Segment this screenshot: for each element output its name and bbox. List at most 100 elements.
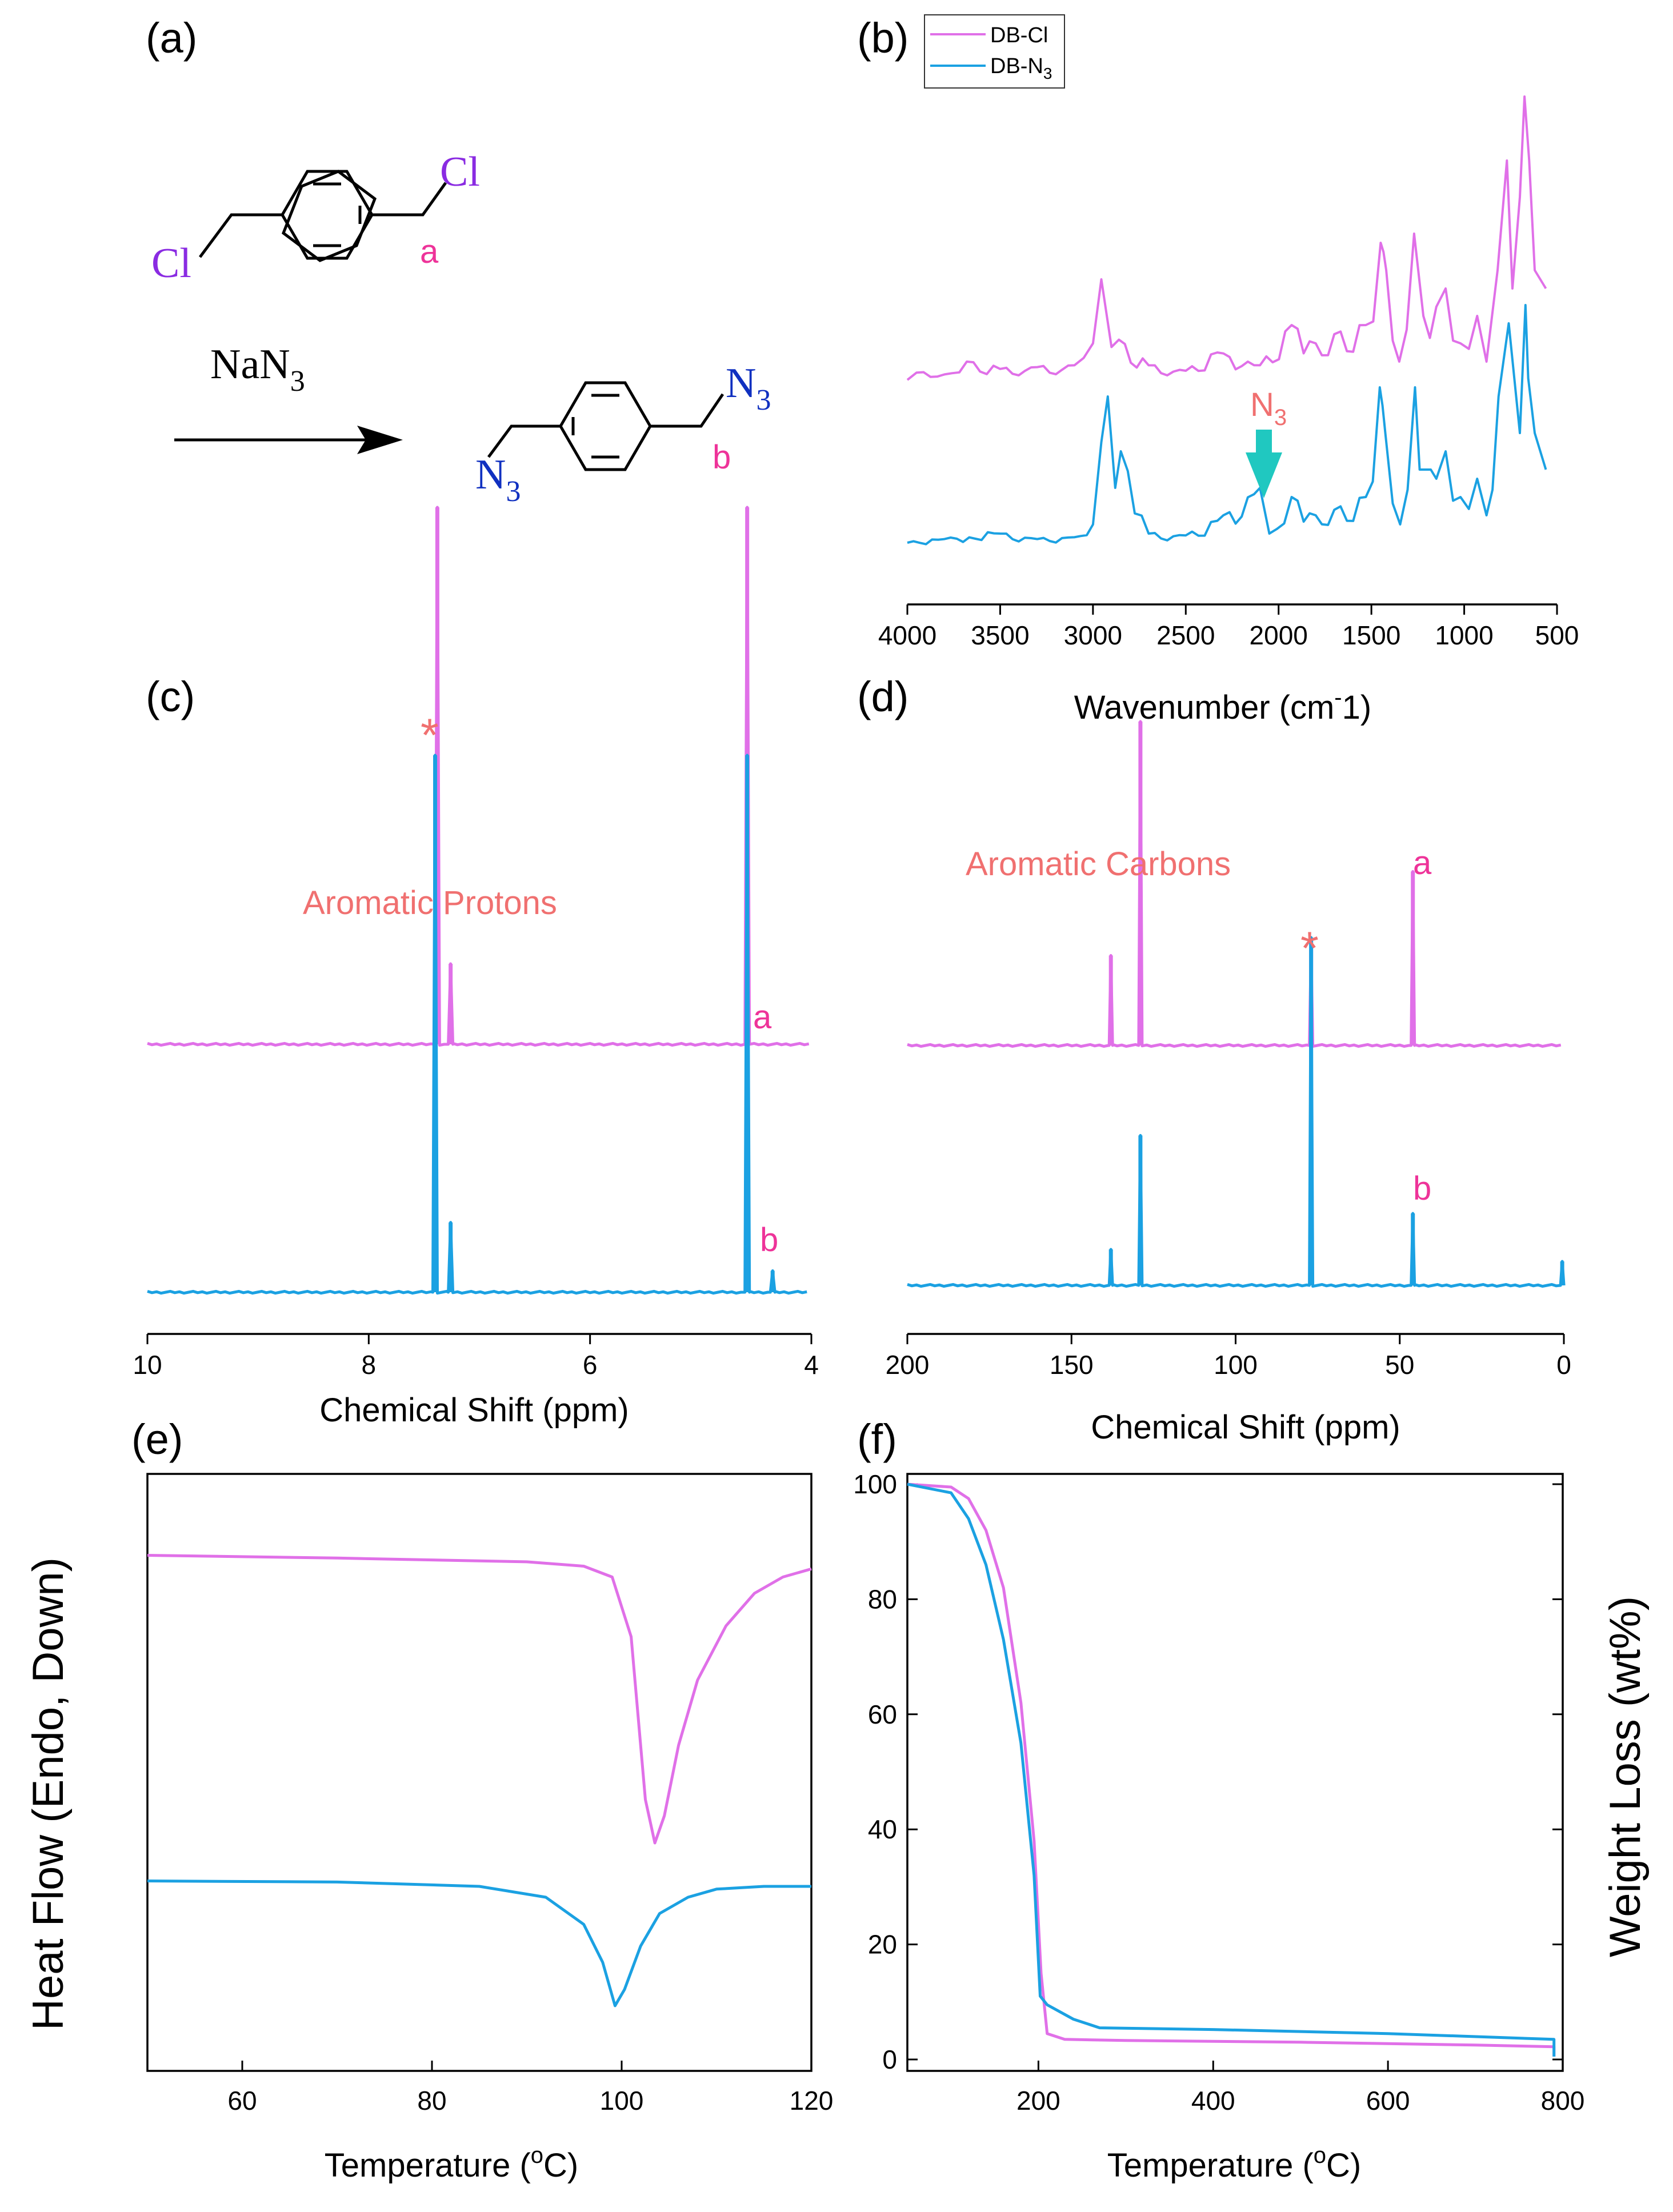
nmr-series-db-cl bbox=[907, 720, 1562, 1048]
x-tick-label: 3000 bbox=[1064, 620, 1122, 650]
tga-series-db-n3 bbox=[907, 1482, 1556, 2057]
panel-d-label: (d) bbox=[857, 673, 908, 720]
dsc-series-db-n3 bbox=[147, 1880, 811, 2007]
ftir-series-db-n3 bbox=[907, 304, 1547, 546]
legend-label-db-cl: DB-Cl bbox=[990, 23, 1048, 47]
panel-e-x-label: Temperature (oC) bbox=[325, 2143, 578, 2184]
legend-label-db-n3: DB-N3 bbox=[990, 54, 1052, 82]
x-tick-label: 60 bbox=[227, 2086, 257, 2115]
tga-series-db-cl bbox=[907, 1482, 1556, 2057]
panel-e-x-ticks: 60 80 100 120 bbox=[227, 2061, 833, 2115]
product-left-chain bbox=[487, 424, 561, 458]
nmr-series-db-cl bbox=[147, 506, 810, 1047]
panel-e-dsc: (e) 60 80 100 120 Temperature (oC) Heat Flo… bbox=[24, 1416, 833, 2184]
x-tick-label: 10 bbox=[133, 1350, 162, 1380]
panel-b-x-label: Wavenumber (cm-1) bbox=[1074, 685, 1371, 726]
panel-c-x-ticks: 10 8 6 4 bbox=[133, 1334, 819, 1380]
panel-a-reaction-scheme: (a) Cl Cl a NaN3 N3 N3 b bbox=[146, 14, 771, 508]
reagent-label: NaN3 bbox=[210, 341, 305, 398]
product-n3-top: N3 bbox=[726, 360, 771, 416]
x-tick-label: 50 bbox=[1385, 1350, 1414, 1380]
x-tick-label: 3500 bbox=[971, 620, 1029, 650]
panel-f-label: (f) bbox=[857, 1416, 897, 1463]
panel-d-c-nmr: (d) 200 150 100 50 0 Aromatic Carbons * a b … bbox=[857, 673, 1571, 1446]
ftir-series-db-cl bbox=[906, 95, 1547, 381]
nmr-series-db-n3 bbox=[907, 936, 1566, 1288]
y-tick-label: 60 bbox=[868, 1700, 897, 1729]
x-tick-label: 600 bbox=[1366, 2086, 1410, 2115]
panel-f-curves bbox=[907, 1482, 1556, 2057]
reactant-label-a: a bbox=[420, 233, 439, 270]
x-tick-label: 1000 bbox=[1435, 620, 1493, 650]
reactant-cl-bottom: Cl bbox=[151, 240, 191, 287]
panel-d-curves bbox=[907, 720, 1566, 1288]
reactant-benzene-ring bbox=[281, 170, 377, 262]
legend-box bbox=[924, 14, 1065, 89]
panel-b-n3-annotation: N3 bbox=[1250, 386, 1287, 430]
x-tick-label: 1500 bbox=[1342, 620, 1400, 650]
panel-c-h-nmr: (c) 10 8 6 4 Aromatic Protons * a b Chemica… bbox=[133, 506, 819, 1429]
panel-c-x-label: Chemical Shift (ppm) bbox=[319, 1392, 629, 1429]
panel-d-peak-a: a bbox=[1413, 844, 1432, 881]
reactant-cl-top: Cl bbox=[440, 149, 480, 195]
panel-f-x-label: Temperature (oC) bbox=[1107, 2143, 1361, 2184]
panel-e-y-label: Heat Flow (Endo, Down) bbox=[24, 1557, 73, 2030]
x-tick-label: 2500 bbox=[1156, 620, 1215, 650]
x-tick-label: 200 bbox=[886, 1350, 930, 1380]
panel-f-ticks: 200 400 600 800 0 20 40 60 80 100 bbox=[853, 1469, 1584, 2115]
panel-f-frame bbox=[906, 1473, 1564, 2072]
x-tick-label: 8 bbox=[362, 1350, 377, 1380]
panel-b-legend: DB-Cl DB-N3 bbox=[924, 14, 1065, 89]
product-n3-bottom: N3 bbox=[475, 451, 521, 508]
panel-a-label: (a) bbox=[146, 14, 197, 62]
panel-b-x-ticks: 4000 3500 3000 2500 2000 1500 1000 500 bbox=[878, 604, 1579, 650]
panel-c-label: (c) bbox=[146, 673, 195, 720]
reaction-arrow-head bbox=[357, 426, 403, 454]
panel-e-curves bbox=[147, 1554, 812, 2007]
panel-c-peak-b: b bbox=[760, 1221, 778, 1259]
panel-d-x-label: Chemical Shift (ppm) bbox=[1091, 1409, 1400, 1446]
panel-b-ftir: (b) 4000 3500 3000 2500 2000 1500 1000 500 DB-C… bbox=[857, 14, 1579, 726]
y-tick-label: 40 bbox=[868, 1814, 897, 1844]
product-label-b: b bbox=[713, 439, 731, 476]
x-tick-label: 500 bbox=[1535, 620, 1579, 650]
x-tick-label: 100 bbox=[600, 2086, 644, 2115]
panel-d-solvent-star: * bbox=[1300, 923, 1319, 975]
x-tick-label: 120 bbox=[790, 2086, 834, 2115]
panel-c-aromatic-protons: Aromatic Protons bbox=[303, 884, 557, 921]
panel-f-y-label: Weight Loss (wt%) bbox=[1601, 1596, 1650, 1957]
panel-c-solvent-star: * bbox=[421, 710, 439, 762]
x-tick-label: 80 bbox=[417, 2086, 446, 2115]
x-tick-label: 200 bbox=[1016, 2086, 1060, 2115]
x-tick-label: 2000 bbox=[1250, 620, 1308, 650]
panel-e-label: (e) bbox=[131, 1416, 183, 1463]
panel-f-tga: (f) 200 400 600 800 0 20 40 60 80 100 Temperature… bbox=[853, 1416, 1650, 2184]
x-tick-label: 800 bbox=[1541, 2086, 1585, 2115]
reactant-left-chain bbox=[198, 213, 282, 258]
product-right-chain bbox=[650, 393, 725, 428]
x-tick-label: 4000 bbox=[878, 620, 936, 650]
nmr-series-db-n3 bbox=[147, 754, 807, 1295]
panel-b-label: (b) bbox=[857, 14, 908, 62]
panel-d-peak-b: b bbox=[1413, 1170, 1431, 1207]
dsc-series-db-cl bbox=[147, 1554, 812, 1845]
panel-c-curves bbox=[147, 506, 810, 1295]
y-tick-label: 20 bbox=[868, 1930, 897, 1959]
x-tick-label: 150 bbox=[1050, 1350, 1094, 1380]
x-tick-label: 400 bbox=[1191, 2086, 1235, 2115]
panel-d-x-ticks: 200 150 100 50 0 bbox=[886, 1334, 1571, 1380]
panel-e-frame bbox=[146, 1473, 813, 2072]
y-tick-label: 80 bbox=[868, 1584, 897, 1614]
panel-b-n3-arrow bbox=[1246, 430, 1282, 498]
reactant-right-chain bbox=[372, 182, 447, 217]
x-tick-label: 4 bbox=[804, 1350, 819, 1380]
y-tick-label: 100 bbox=[853, 1469, 897, 1499]
y-tick-label: 0 bbox=[882, 2045, 897, 2074]
x-tick-label: 100 bbox=[1214, 1350, 1258, 1380]
panel-d-aromatic-carbons: Aromatic Carbons bbox=[966, 845, 1231, 883]
panel-b-curves bbox=[906, 95, 1547, 546]
x-tick-label: 0 bbox=[1556, 1350, 1571, 1380]
x-tick-label: 6 bbox=[583, 1350, 598, 1380]
panel-c-peak-a: a bbox=[753, 999, 772, 1036]
